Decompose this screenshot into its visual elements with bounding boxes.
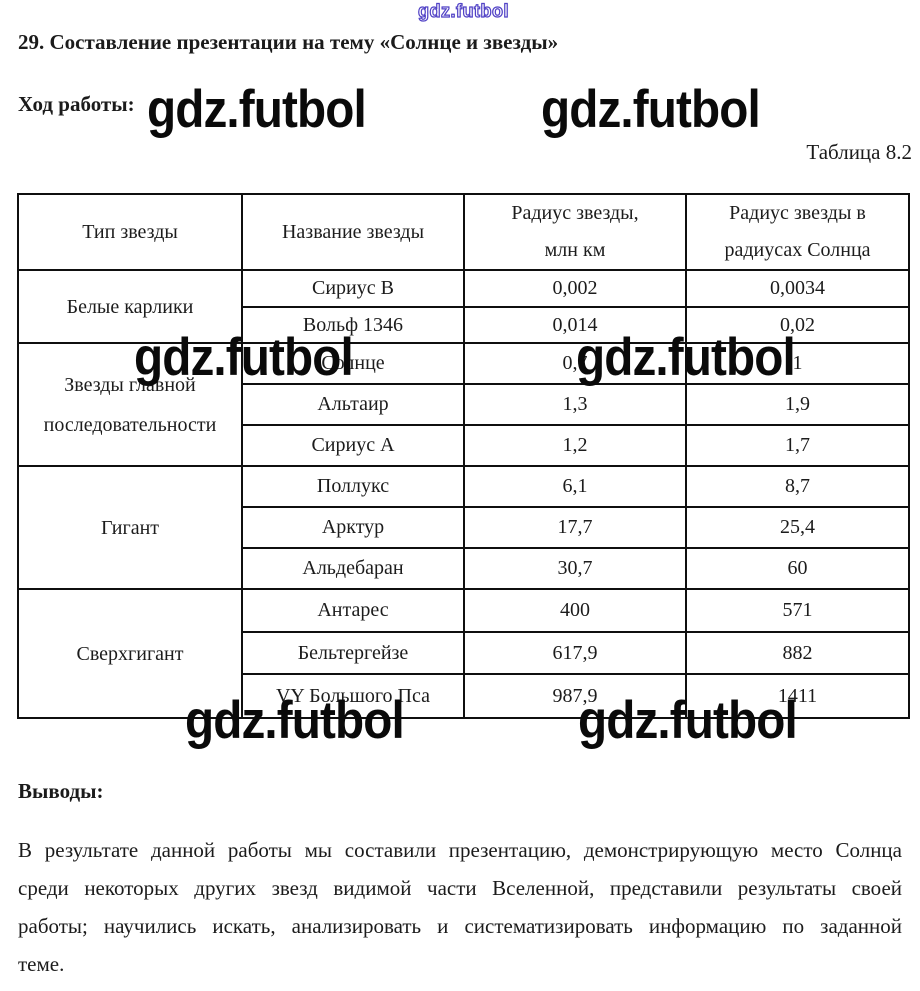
watermark-gdz: gdz.futbol	[578, 691, 798, 750]
table-row: Бельтергейзе 617,9 882	[18, 631, 910, 675]
radius-solar-cell: 1,7	[685, 424, 910, 467]
radius-km-cell: 30,7	[463, 547, 687, 590]
col-header-label: млн км	[544, 239, 606, 261]
radius-solar-cell: 60	[685, 547, 910, 590]
watermark-gdz: gdz.futbol	[185, 691, 405, 750]
radius-solar-cell: 0,02	[685, 306, 910, 344]
table-row: Арктур 17,7 25,4	[18, 506, 910, 549]
radius-solar-cell: 8,7	[685, 465, 910, 508]
radius-km-cell: 400	[463, 588, 687, 633]
table-row: Альтаир 1,3 1,9	[18, 383, 910, 426]
radius-km-cell: 17,7	[463, 506, 687, 549]
star-name-cell: Вольф 1346	[241, 306, 465, 344]
star-name-cell: Солнце	[241, 342, 465, 385]
radius-solar-cell: 25,4	[685, 506, 910, 549]
radius-solar-cell: 0,0034	[685, 269, 910, 308]
watermark-gdz: gdz.futbol	[541, 80, 761, 139]
table-row: Белые карлики Сириус В 0,002 0,0034	[17, 269, 910, 344]
col-header-star-name: Название звезды	[241, 193, 465, 271]
table-row: Сириус А 1,2 1,7	[18, 424, 910, 467]
watermark-gdz: gdz.futbol	[576, 328, 796, 387]
work-progress-label: Ход работы:	[18, 92, 135, 116]
radius-solar-cell: 1411	[685, 673, 910, 719]
star-type-cell: Звезды главной последовательности	[17, 342, 243, 467]
radius-km-cell: 1,3	[463, 383, 687, 426]
radius-km-cell: 6,1	[463, 465, 687, 508]
radius-km-cell: 0,7	[463, 342, 687, 385]
radius-km-cell: 1,2	[463, 424, 687, 467]
star-name-cell: Сириус В	[241, 269, 465, 308]
radius-km-cell: 987,9	[463, 673, 687, 719]
star-name-cell: Арктур	[241, 506, 465, 549]
paragraph-line: среди некоторых других звезд видимой час…	[18, 876, 902, 900]
col-header-star-type: Тип звезды	[17, 193, 243, 271]
table-row: Звезды главной последовательности Солнце…	[17, 342, 910, 467]
star-name-cell: Альтаир	[241, 383, 465, 426]
paragraph-line: теме.	[18, 952, 65, 976]
conclusions-paragraph: В результате данной работы мы составили …	[18, 831, 902, 983]
star-name-cell: Бельтергейзе	[241, 631, 465, 675]
col-header-radius-km: Радиус звезды, млн км	[463, 193, 687, 271]
col-header-radius-solar: Радиус звезды в радиусах Солнца	[685, 193, 910, 271]
paragraph-line: В результате данной работы мы составили …	[18, 838, 902, 862]
paragraph-line: работы; научились искать, анализировать …	[18, 914, 902, 938]
col-header-label: Радиус звезды,	[511, 202, 639, 224]
star-radius-table: Тип звезды Название звезды Радиус звезды…	[17, 193, 910, 719]
radius-solar-cell: 1,9	[685, 383, 910, 426]
radius-km-cell: 0,014	[463, 306, 687, 344]
star-name-cell: Альдебаран	[241, 547, 465, 590]
watermark-gdz: gdz.futbol	[147, 80, 367, 139]
star-name-cell: VY Большого Пса	[241, 673, 465, 719]
table-row: Гигант Поллукс 6,1 8,7	[17, 465, 910, 590]
col-header-label: Тип звезды	[82, 220, 178, 243]
table-row: Альдебаран 30,7 60	[18, 547, 910, 590]
star-type-cell: Гигант	[17, 465, 243, 590]
radius-km-cell: 0,002	[463, 269, 687, 308]
table-row: VY Большого Пса 987,9 1411	[18, 673, 910, 719]
radius-km-cell: 617,9	[463, 631, 687, 675]
star-type-cell: Сверхгигант	[17, 588, 243, 719]
col-header-label: Название звезды	[281, 220, 425, 243]
star-name-cell: Сириус А	[241, 424, 465, 467]
col-header-label: Радиус звезды в	[729, 202, 866, 224]
table-header-row: Тип звезды Название звезды Радиус звезды…	[17, 193, 910, 271]
star-type-cell: Белые карлики	[17, 269, 243, 344]
radius-solar-cell: 1	[685, 342, 910, 385]
conclusions-label: Выводы:	[18, 779, 104, 803]
star-name-cell: Антарес	[241, 588, 465, 633]
table-row: Сверхгигант Антарес 400 571	[17, 588, 910, 719]
watermark-gdz: gdz.futbol	[134, 328, 354, 387]
page-title: 29. Составление презентации на тему «Сол…	[18, 30, 559, 54]
table-caption: Таблица 8.2	[806, 140, 912, 164]
watermark-gdz-top: gdz.futbol	[417, 1, 509, 21]
table-row: Вольф 1346 0,014 0,02	[18, 306, 910, 344]
col-header-label: радиусах Солнца	[724, 239, 871, 261]
radius-solar-cell: 571	[685, 588, 910, 633]
star-name-cell: Поллукс	[241, 465, 465, 508]
radius-solar-cell: 882	[685, 631, 910, 675]
